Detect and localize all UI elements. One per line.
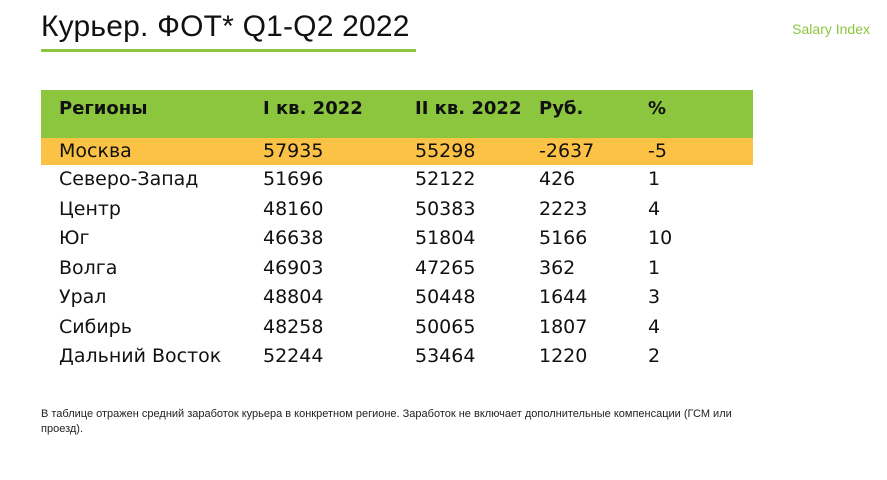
- cell-rub: 426: [539, 168, 576, 190]
- table-row: Юг 46638 51804 5166 10: [41, 224, 753, 254]
- cell-q1: 52244: [263, 345, 324, 367]
- header-cell-region: Регионы: [59, 98, 148, 119]
- table-row: Урал 48804 50448 1644 3: [41, 283, 753, 313]
- table-header-row: Регионы I кв. 2022 II кв. 2022 Руб. %: [41, 90, 753, 138]
- cell-rub: 5166: [539, 227, 588, 249]
- cell-q1: 48160: [263, 197, 324, 220]
- cell-region: Дальний Восток: [59, 345, 222, 367]
- cell-q1: 48258: [263, 315, 324, 338]
- cell-q2: 53464: [415, 345, 476, 367]
- table-row: Волга 46903 47265 362 1: [41, 254, 753, 284]
- cell-percent: 4: [648, 197, 661, 220]
- header-cell-percent: %: [648, 98, 667, 119]
- cell-region: Москва: [59, 140, 132, 162]
- cell-q2: 50448: [415, 286, 476, 308]
- cell-region: Сибирь: [59, 315, 132, 338]
- cell-q2: 52122: [415, 168, 476, 190]
- cell-q2: 51804: [415, 227, 476, 249]
- cell-q2: 50383: [415, 197, 476, 220]
- cell-rub: -2637: [539, 140, 595, 162]
- cell-region: Центр: [59, 197, 121, 220]
- table-row: Москва 57935 55298 -2637 -5: [41, 138, 753, 165]
- table-row: Сибирь 48258 50065 1807 4: [41, 313, 753, 343]
- cell-rub: 1807: [539, 315, 588, 338]
- cell-rub: 2223: [539, 197, 588, 220]
- cell-percent: 3: [648, 286, 661, 308]
- cell-percent: 1: [648, 256, 661, 279]
- page-title: Курьер. ФОТ* Q1-Q2 2022: [41, 10, 410, 43]
- cell-q1: 46638: [263, 227, 324, 249]
- cell-region: Юг: [59, 227, 90, 249]
- cell-percent: 1: [648, 168, 661, 190]
- header-cell-q1: I кв. 2022: [263, 98, 363, 119]
- footnote: В таблице отражен средний заработок курь…: [41, 408, 732, 435]
- table-row: Центр 48160 50383 2223 4: [41, 195, 753, 225]
- cell-rub: 1220: [539, 345, 588, 367]
- cell-percent: 10: [648, 227, 673, 249]
- table-row: Северо-Запад 51696 52122 426 1: [41, 165, 753, 195]
- cell-region: Урал: [59, 286, 107, 308]
- header-cell-q2: II кв. 2022: [415, 98, 522, 119]
- brand-label: Salary Index: [792, 21, 870, 37]
- cell-q2: 47265: [415, 256, 476, 279]
- cell-q2: 55298: [415, 140, 476, 162]
- header-cell-rub: Руб.: [539, 98, 584, 119]
- cell-rub: 362: [539, 256, 576, 279]
- salary-table: Регионы I кв. 2022 II кв. 2022 Руб. % Мо…: [41, 90, 753, 372]
- cell-q1: 48804: [263, 286, 324, 308]
- cell-q1: 46903: [263, 256, 324, 279]
- cell-percent: -5: [648, 140, 667, 162]
- title-underline: [41, 49, 416, 52]
- table-row: Дальний Восток 52244 53464 1220 2: [41, 342, 753, 372]
- cell-rub: 1644: [539, 286, 588, 308]
- cell-q1: 57935: [263, 140, 324, 162]
- cell-percent: 4: [648, 315, 661, 338]
- cell-region: Северо-Запад: [59, 168, 199, 190]
- cell-percent: 2: [648, 345, 661, 367]
- cell-q2: 50065: [415, 315, 476, 338]
- cell-q1: 51696: [263, 168, 324, 190]
- cell-region: Волга: [59, 256, 118, 279]
